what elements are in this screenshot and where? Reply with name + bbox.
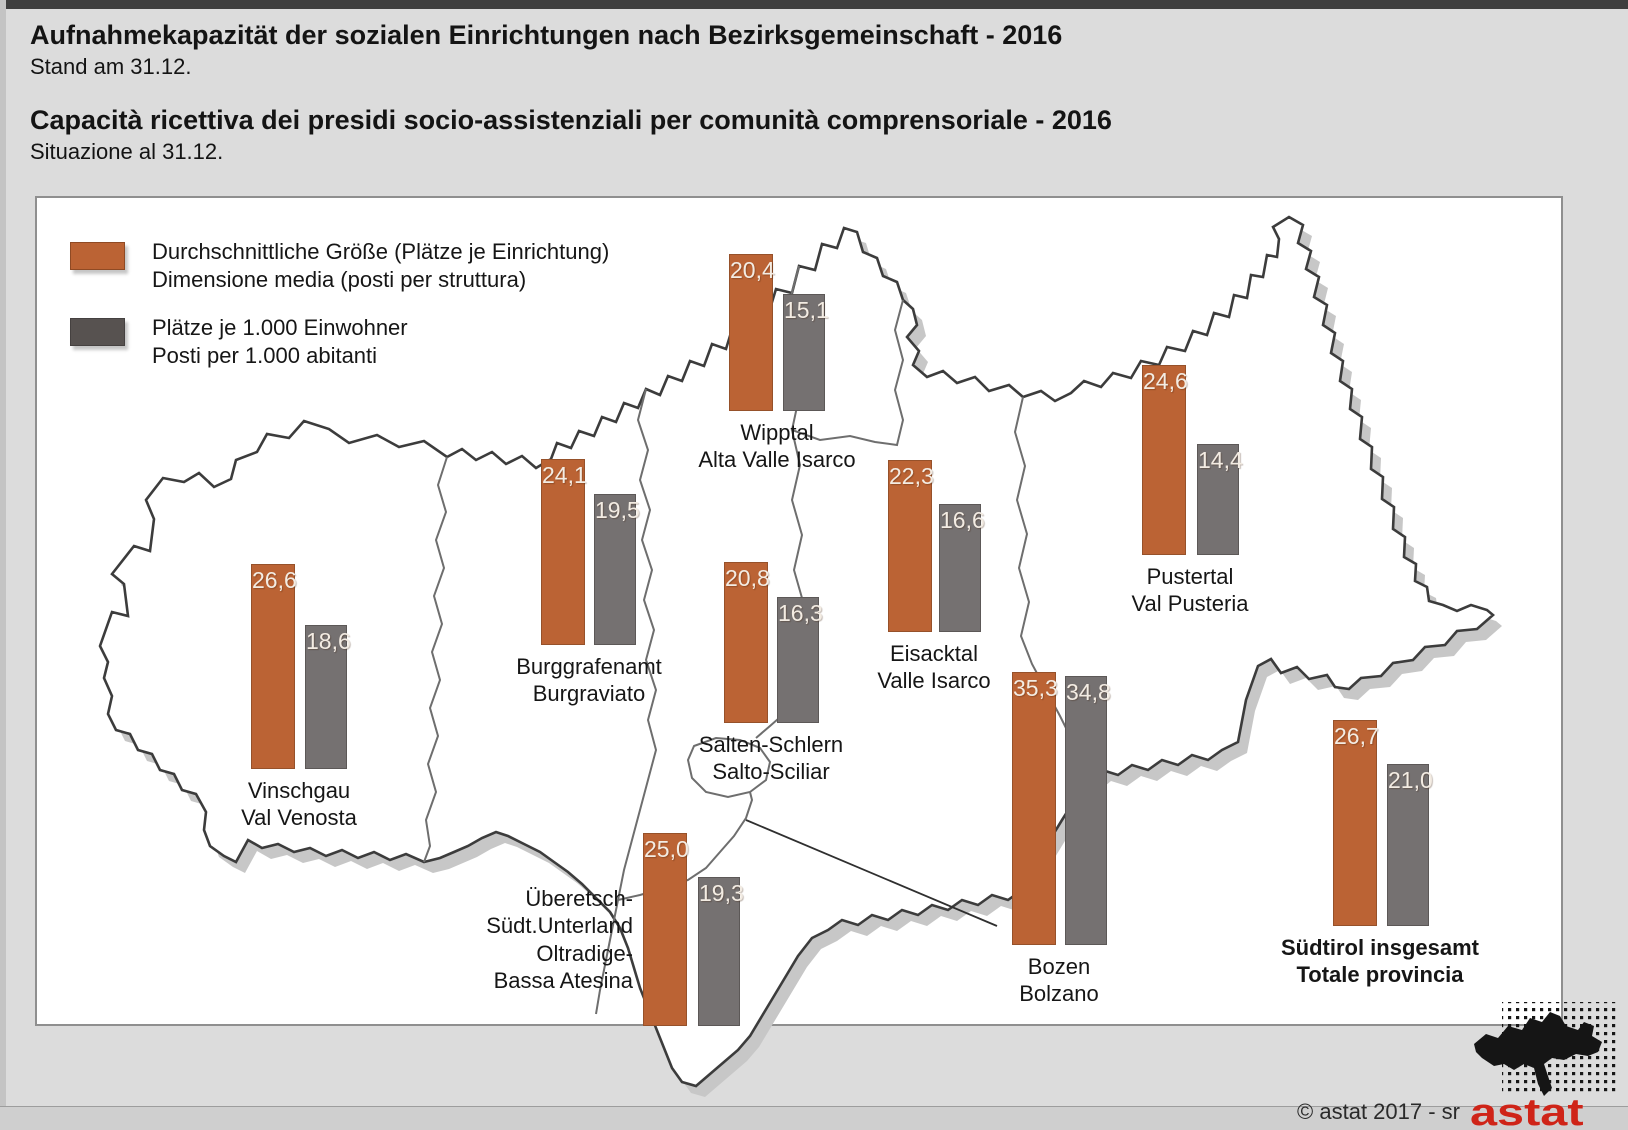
region-label-total: Südtirol insgesamt Totale provincia (1280, 935, 1480, 988)
left-edge-strip (0, 0, 6, 1130)
region-label-ueberetsch: Überetsch- Südt.Unterland Oltradige- Bassa … (486, 886, 633, 993)
bar-avg-size-ueberetsch: 25,0 (643, 833, 689, 1026)
bar-value-label: 16,6 (940, 507, 985, 533)
bar-value-label: 34,8 (1066, 679, 1111, 705)
bar-avg-size-burggrafenamt: 24,1 (541, 459, 587, 645)
legend-avg-size-label-de: Durchschnittliche Größe (Plätze je Einri… (152, 239, 610, 264)
bar-avg-size-eisacktal: 22,3 (888, 460, 934, 632)
bar-per-1000-salten: 16,3 (777, 597, 823, 723)
bar-avg-size-wipptal: 20,4 (729, 254, 775, 411)
region-label-vinschgau: Vinschgau Val Venosta (241, 778, 357, 831)
region-label-burggrafenamt: Burggrafenamt Burgraviato (516, 654, 662, 707)
legend-swatch-per-1000 (70, 318, 125, 347)
legend-avg-size-label-it: Dimensione media (posti per struttura) (152, 266, 527, 292)
bar-avg-size-total: 26,7 (1333, 720, 1379, 926)
bar-value-label: 35,3 (1013, 675, 1058, 701)
legend: Durchschnittliche Größe (Plätze je Einri… (70, 238, 609, 391)
bar-value-label: 26,6 (252, 567, 297, 593)
title-block: Aufnahmekapazität der sozialen Einrichtu… (30, 20, 1112, 165)
legend-per-1000-label-it: Posti per 1.000 abitanti (152, 343, 378, 369)
bar-avg-size-pustertal: 24,6 (1142, 365, 1188, 555)
copyright-text: © astat 2017 - sr (1297, 1099, 1460, 1124)
bar-per-1000-pustertal: 14,4 (1197, 444, 1243, 555)
region-label-pustertal: Pustertal Val Pusteria (1131, 564, 1249, 617)
bar-value-label: 21,0 (1388, 767, 1433, 793)
bar-value-label: 18,6 (306, 628, 351, 654)
legend-per-1000-label-de: Plätze je 1.000 Einwohner (152, 315, 408, 341)
region-label-wipptal: Wipptal Alta Valle Isarco (698, 420, 856, 473)
astat-logo-text: astat (1470, 1092, 1584, 1130)
bar-avg-size-vinschgau: 26,6 (251, 564, 297, 769)
bar-value-label: 20,4 (730, 257, 775, 283)
bar-avg-size-salten: 20,8 (724, 562, 770, 723)
legend-row-avg-size: Durchschnittliche Größe (Plätze je Einri… (70, 238, 609, 293)
region-label-salten: Salten-Schlern Salto-Sciliar (698, 732, 844, 785)
bar-value-label: 26,7 (1334, 723, 1379, 749)
title-italian: Capacità ricettiva dei presidi socio-ass… (30, 105, 1112, 136)
region-label-eisacktal: Eisacktal Valle Isarco (877, 641, 991, 694)
bar-avg-size-bozen: 35,3 (1012, 672, 1058, 945)
bar-value-label: 19,5 (595, 497, 640, 523)
bar-value-label: 14,4 (1198, 447, 1243, 473)
bar-value-label: 15,1 (784, 297, 829, 323)
top-edge-strip (0, 0, 1628, 9)
bar-per-1000-burggrafenamt: 19,5 (594, 494, 640, 645)
bar-value-label: 22,3 (889, 463, 934, 489)
bar-value-label: 24,1 (542, 462, 587, 488)
bar-value-label: 16,3 (778, 600, 823, 626)
bar-per-1000-total: 21,0 (1387, 764, 1433, 926)
bar-per-1000-ueberetsch: 19,3 (698, 877, 744, 1026)
bar-per-1000-eisacktal: 16,6 (939, 504, 985, 632)
bar-per-1000-bozen: 34,8 (1065, 676, 1111, 945)
legend-row-per-1000: Plätze je 1.000 Einwohner Posti per 1.00… (70, 314, 609, 369)
footer-band (0, 1106, 1628, 1130)
bar-per-1000-vinschgau: 18,6 (305, 625, 351, 769)
legend-swatch-avg-size (70, 242, 125, 270)
title-german: Aufnahmekapazität der sozialen Einrichtu… (30, 20, 1063, 50)
subtitle-italian: Situazione al 31.12. (30, 139, 224, 165)
bar-value-label: 19,3 (699, 880, 744, 906)
subtitle-german: Stand am 31.12. (30, 54, 192, 80)
astat-logo-graphic (1474, 1002, 1618, 1096)
bar-value-label: 24,6 (1143, 368, 1188, 394)
bar-per-1000-wipptal: 15,1 (783, 294, 829, 411)
south-tyrol-silhouette (1474, 1012, 1602, 1096)
bar-value-label: 20,8 (725, 565, 770, 591)
region-label-bozen: Bozen Bolzano (1019, 954, 1099, 1007)
bar-value-label: 25,0 (644, 836, 689, 862)
astat-logo: astat (1468, 1000, 1628, 1130)
